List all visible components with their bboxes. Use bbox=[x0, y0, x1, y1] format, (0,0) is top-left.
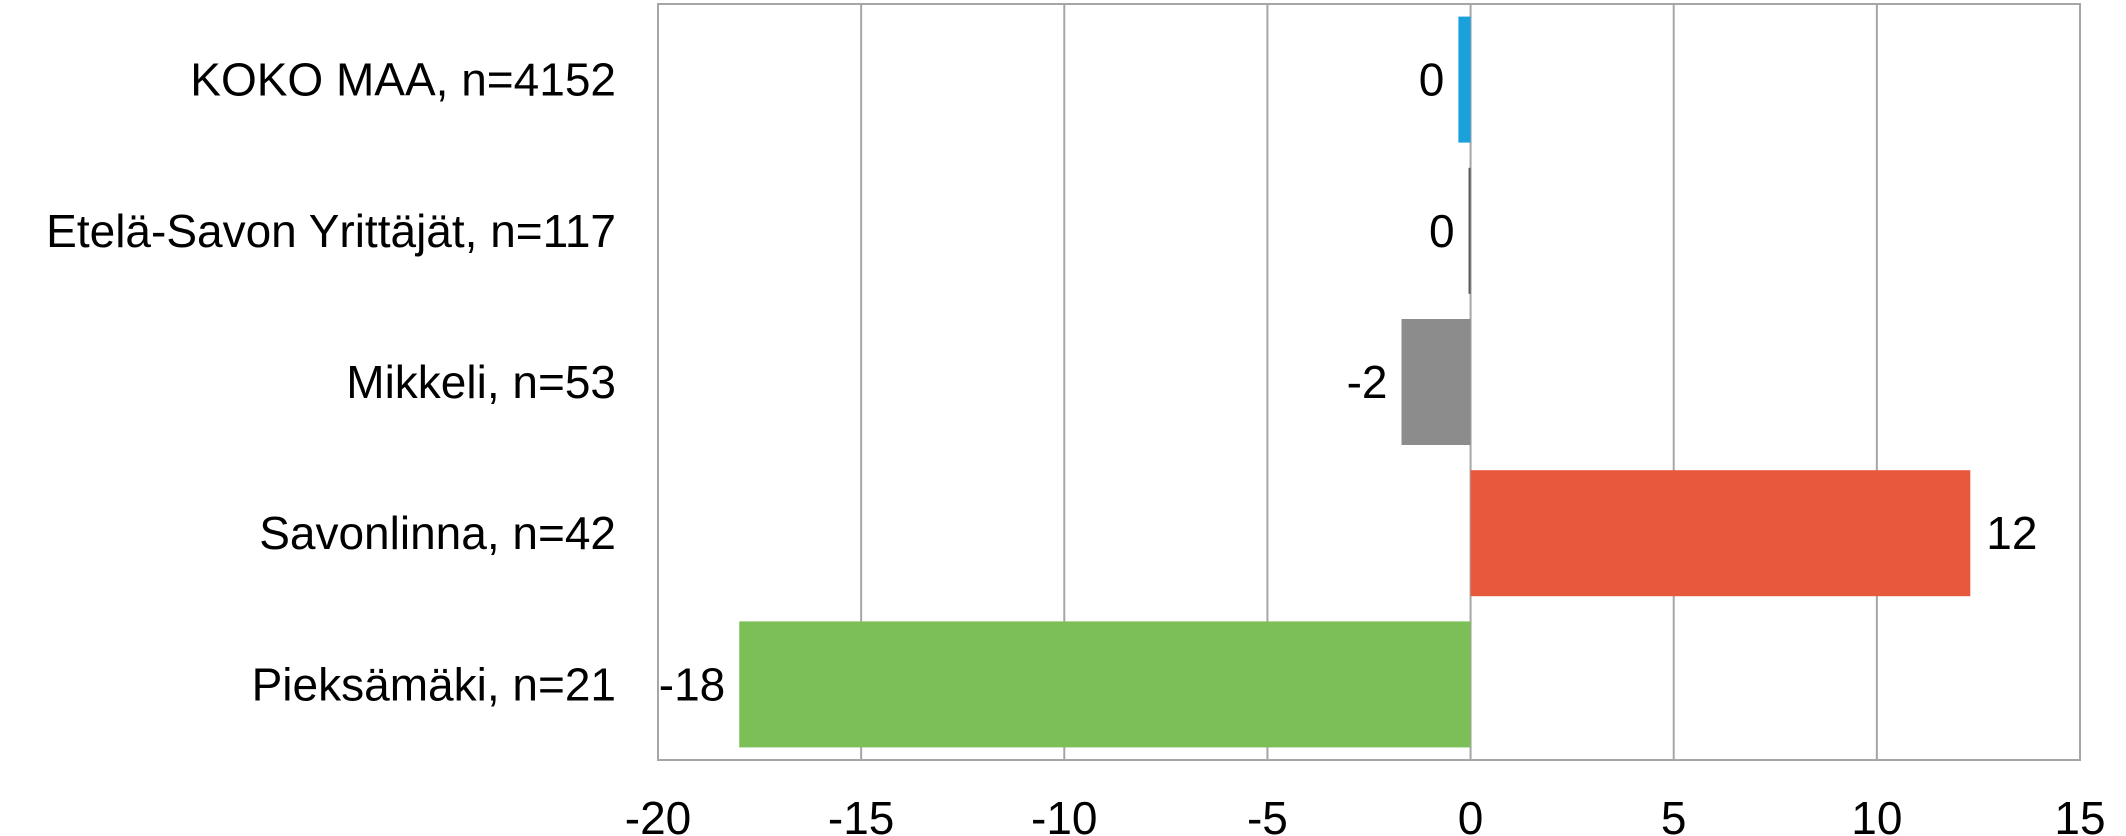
data-label-5: -18 bbox=[659, 658, 725, 710]
bar-1 bbox=[1458, 16, 1471, 143]
x-tick-label-2: -10 bbox=[1031, 792, 1097, 836]
data-label-3: -2 bbox=[1347, 356, 1388, 408]
category-labels: KOKO MAA, n=4152 Etelä-Savon Yrittäjät, n… bbox=[46, 54, 616, 711]
data-label-4: 12 bbox=[1986, 507, 2037, 559]
data-label-2: 0 bbox=[1429, 205, 1455, 257]
plot-area-frame bbox=[657, 3, 2081, 761]
x-tick-label-6: 10 bbox=[1851, 792, 1902, 836]
category-label-1: KOKO MAA, n=4152 bbox=[190, 54, 616, 106]
x-tick-label-4: 0 bbox=[1458, 792, 1484, 836]
bar-3 bbox=[1401, 319, 1471, 445]
x-tick-label-7: 15 bbox=[2054, 792, 2105, 836]
x-axis-tick-labels: -20 -15 -10 -5 0 5 10 15 bbox=[625, 792, 2106, 836]
data-labels: 0 0 -2 12 -18 bbox=[659, 54, 2038, 711]
x-tick-label-3: -5 bbox=[1247, 792, 1288, 836]
bars bbox=[739, 16, 1971, 748]
category-label-2: Etelä-Savon Yrittäjät, n=117 bbox=[46, 205, 616, 257]
bar-4 bbox=[1470, 470, 1971, 597]
category-label-3: Mikkeli, n=53 bbox=[346, 356, 616, 408]
bar-2 bbox=[1468, 167, 1471, 294]
bar-5 bbox=[739, 621, 1471, 748]
category-label-4: Savonlinna, n=42 bbox=[259, 507, 616, 559]
x-tick-label-1: -15 bbox=[828, 792, 894, 836]
x-tick-label-0: -20 bbox=[625, 792, 691, 836]
data-label-1: 0 bbox=[1419, 54, 1445, 106]
x-tick-label-5: 5 bbox=[1661, 792, 1687, 836]
category-label-5: Pieksämäki, n=21 bbox=[252, 658, 616, 710]
